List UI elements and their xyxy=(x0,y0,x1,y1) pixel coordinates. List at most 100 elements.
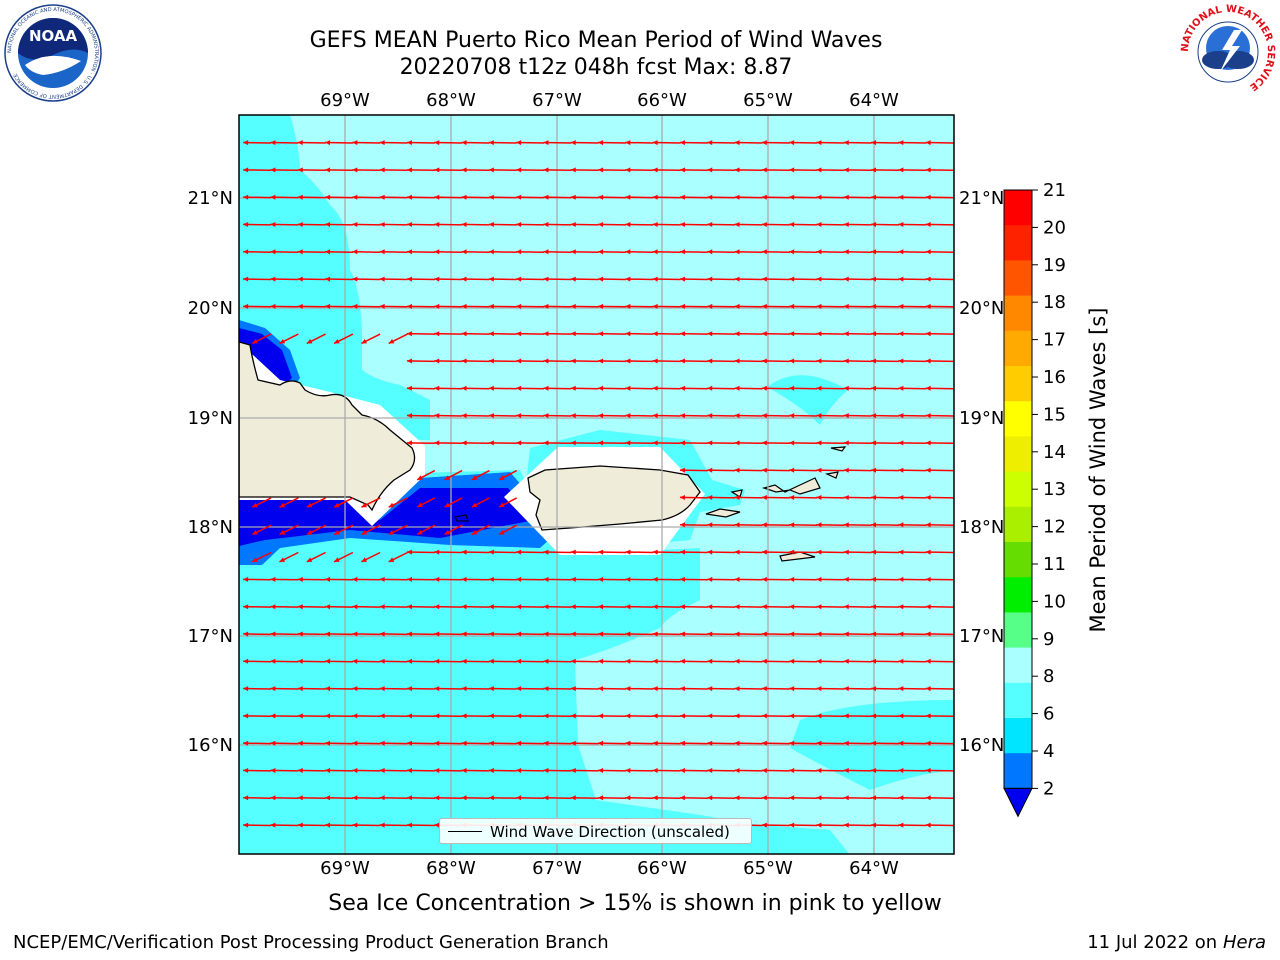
nws-logo: NATIONAL WEATHER SERVICE xyxy=(1180,4,1276,100)
colorbar-band xyxy=(1004,647,1032,684)
wave-arrow-head xyxy=(406,249,412,255)
wave-arrow-head xyxy=(516,440,522,446)
wave-arrow-head xyxy=(789,440,795,446)
wave-arrow-head xyxy=(543,440,549,446)
colorbar-band xyxy=(1004,260,1032,297)
wave-arrow-head xyxy=(379,768,385,773)
wave-arrow-head xyxy=(543,276,549,282)
wave-arrow-head xyxy=(789,276,795,282)
wave-arrow-head xyxy=(488,686,494,692)
wave-arrow-head xyxy=(598,549,604,555)
wave-arrow-head xyxy=(325,194,331,200)
wave-arrow-head xyxy=(352,713,358,719)
wave-arrow-head xyxy=(352,576,358,582)
wave-arrow-head xyxy=(406,331,412,337)
wave-arrow-head xyxy=(243,631,249,637)
wave-arrow-head xyxy=(679,522,685,528)
wave-arrow-head xyxy=(598,631,604,637)
wave-arrow-head xyxy=(406,822,412,828)
wave-arrow-head xyxy=(734,713,740,719)
wave-arrow-head xyxy=(707,686,713,692)
wave-arrow-head xyxy=(761,768,767,773)
wave-arrow-head xyxy=(297,140,303,146)
wave-arrow-head xyxy=(625,795,631,801)
wave-arrow-head xyxy=(406,658,412,664)
wave-arrow-head xyxy=(925,576,931,582)
wave-arrow-head xyxy=(406,194,412,200)
wave-arrow-head xyxy=(871,140,877,146)
wave-arrow-head xyxy=(297,303,303,309)
wave-arrow-head xyxy=(379,658,385,664)
wave-arrow-head xyxy=(570,658,576,664)
wave-arrow-head xyxy=(843,440,849,446)
wave-arrow-head xyxy=(789,331,795,337)
wave-arrow-head xyxy=(707,385,713,391)
wave-arrow-head xyxy=(789,795,795,801)
wave-arrow-head xyxy=(488,140,494,146)
wave-arrow-head xyxy=(898,303,904,309)
wave-arrow-head xyxy=(843,276,849,282)
wave-arrow-head xyxy=(434,713,440,719)
wave-arrow-head xyxy=(898,276,904,282)
wave-arrow-head xyxy=(707,522,713,528)
wave-arrow-head xyxy=(761,249,767,255)
wave-arrow-head xyxy=(461,768,467,773)
colorbar-band xyxy=(1004,436,1032,473)
wave-arrow-head xyxy=(570,222,576,227)
wave-arrow-head xyxy=(816,385,822,391)
wave-arrow-head xyxy=(816,713,822,719)
wave-arrow-head xyxy=(434,303,440,309)
wave-arrow-head xyxy=(488,576,494,582)
wave-arrow-head xyxy=(516,686,522,692)
lon-label-top: 67°W xyxy=(532,90,582,111)
wave-arrow-head xyxy=(625,167,631,173)
wave-arrow-head xyxy=(598,249,604,255)
wave-arrow-head xyxy=(843,740,849,746)
wave-arrow-head xyxy=(898,522,904,528)
colorbar-tick-label: 18 xyxy=(1043,292,1066,313)
wave-arrow-head xyxy=(816,167,822,173)
wave-arrow-head xyxy=(270,822,276,828)
wave-arrow-head xyxy=(843,167,849,173)
wave-arrow-head xyxy=(499,475,505,480)
wave-arrow-head xyxy=(652,331,658,337)
wave-arrow-head xyxy=(388,557,395,562)
wave-arrow-head xyxy=(352,276,358,282)
wave-arrow-head xyxy=(570,631,576,637)
wave-arrow-head xyxy=(325,713,331,719)
wave-arrow-head xyxy=(570,276,576,282)
colorbar-tick-label: 15 xyxy=(1043,404,1066,425)
wave-arrow-head xyxy=(707,604,713,610)
colorbar-title: Mean Period of Wind Waves [s] xyxy=(1086,307,1110,633)
wave-arrow-head xyxy=(761,522,767,528)
wave-arrow-head xyxy=(898,686,904,692)
wave-arrow-head xyxy=(652,658,658,664)
lon-label-top: 66°W xyxy=(637,90,687,111)
wave-arrow-head xyxy=(734,276,740,282)
wave-arrow-head xyxy=(843,631,849,637)
wave-arrow-head xyxy=(789,522,795,528)
wave-arrow-head xyxy=(570,194,576,200)
wave-arrow-head xyxy=(843,576,849,582)
wave-arrow-head xyxy=(734,194,740,200)
wave-arrow-head xyxy=(652,303,658,309)
lat-label-right: 21°N xyxy=(959,188,1004,209)
wave-arrow-head xyxy=(516,549,522,555)
lon-label-top: 68°W xyxy=(426,90,476,111)
wave-arrow-head xyxy=(679,331,685,337)
wave-arrow-head xyxy=(243,604,249,610)
wave-arrow-head xyxy=(625,222,631,227)
wave-arrow-head xyxy=(707,549,713,555)
wave-arrow-head xyxy=(679,795,685,801)
wave-arrow-head xyxy=(434,440,440,446)
wave-arrow-head xyxy=(406,276,412,282)
wave-arrow-head xyxy=(652,413,658,419)
wave-arrow-head xyxy=(334,530,340,535)
wave-arrow-head xyxy=(843,822,849,828)
wave-arrow-head xyxy=(325,140,331,146)
wave-arrow-head xyxy=(734,303,740,309)
wave-arrow-head xyxy=(652,385,658,391)
wave-arrow-head xyxy=(461,713,467,719)
wave-arrow-head xyxy=(925,686,931,692)
wave-arrow-head xyxy=(652,795,658,801)
